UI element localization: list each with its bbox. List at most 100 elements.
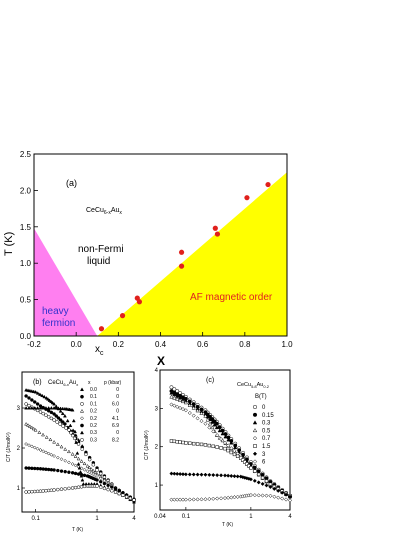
data-point bbox=[222, 496, 228, 501]
data-point bbox=[260, 476, 265, 480]
data-point bbox=[79, 485, 84, 489]
data-point bbox=[42, 394, 47, 399]
data-point bbox=[264, 493, 269, 498]
legend-b-value: 1.5 bbox=[262, 444, 271, 450]
data-point bbox=[110, 489, 114, 493]
data-point bbox=[62, 413, 67, 418]
data-point bbox=[180, 399, 186, 404]
data-point bbox=[46, 451, 51, 456]
data-point bbox=[199, 497, 204, 502]
x-tick-label: 0.1 bbox=[31, 516, 40, 522]
phase-point bbox=[98, 326, 105, 332]
data-point bbox=[68, 423, 73, 428]
data-point bbox=[214, 425, 220, 430]
panel-b-frame bbox=[21, 371, 135, 513]
panel-a-x-ticks: -0.2 0.0 0.2 0.4 0.6 0.8 1.0 bbox=[27, 332, 293, 349]
data-point bbox=[70, 451, 75, 456]
data-point bbox=[38, 448, 43, 452]
data-point bbox=[44, 435, 49, 439]
panel-c-legend: 0 0.15 0.30.5 0.7 1.5 3 6 bbox=[252, 404, 274, 466]
phase-point bbox=[119, 313, 126, 319]
data-point bbox=[188, 441, 192, 445]
data-point bbox=[207, 443, 212, 448]
data-point bbox=[207, 496, 212, 502]
data-point bbox=[106, 483, 110, 488]
data-point bbox=[260, 493, 265, 498]
data-point bbox=[280, 490, 285, 495]
y-tick-label: 4 bbox=[155, 368, 159, 374]
data-point bbox=[24, 442, 28, 446]
phase-point bbox=[244, 195, 250, 201]
data-point bbox=[56, 406, 61, 410]
data-point bbox=[40, 393, 45, 398]
data-point bbox=[248, 477, 253, 482]
panel-a-y-ticks: 0.0 0.5 1.0 1.5 2.0 2.5 bbox=[20, 150, 38, 341]
data-point bbox=[256, 493, 261, 498]
y-tick-label: 3 bbox=[155, 406, 159, 412]
data-point bbox=[59, 469, 64, 473]
legend-x-value: 0.0 bbox=[90, 387, 97, 393]
data-point bbox=[172, 471, 177, 476]
data-point bbox=[211, 444, 215, 449]
panel-c-x-label: T (K) bbox=[222, 522, 233, 528]
data-point bbox=[33, 427, 38, 432]
data-point bbox=[248, 492, 253, 498]
data-point bbox=[52, 401, 57, 406]
data-point bbox=[235, 494, 240, 499]
data-point bbox=[226, 495, 231, 500]
data-point bbox=[30, 489, 34, 494]
data-point bbox=[220, 431, 225, 436]
data-point bbox=[55, 442, 60, 446]
data-point bbox=[203, 472, 208, 477]
data-point bbox=[226, 448, 230, 453]
data-point bbox=[52, 412, 56, 416]
data-point bbox=[187, 497, 192, 502]
data-point bbox=[183, 400, 188, 405]
data-point bbox=[59, 487, 64, 491]
data-point bbox=[252, 420, 258, 425]
data-point bbox=[252, 478, 257, 483]
data-point bbox=[172, 395, 177, 400]
data-point bbox=[175, 404, 180, 409]
data-point bbox=[232, 448, 237, 453]
data-point bbox=[175, 396, 180, 401]
data-point bbox=[226, 437, 231, 442]
data-point bbox=[47, 398, 52, 402]
data-point bbox=[38, 405, 43, 410]
data-point bbox=[172, 403, 177, 408]
data-point bbox=[41, 405, 46, 410]
panel-a: -0.2 0.0 0.2 0.4 0.6 0.8 1.0 0.00.51.01.52.02.… bbox=[3, 150, 293, 368]
data-point bbox=[215, 445, 219, 449]
phase-point bbox=[214, 231, 221, 237]
data-point bbox=[76, 461, 81, 466]
y-tick-label: 2 bbox=[155, 445, 159, 451]
data-point bbox=[113, 487, 118, 491]
data-point bbox=[38, 392, 42, 396]
data-point bbox=[222, 440, 228, 445]
data-point bbox=[117, 491, 121, 496]
data-point bbox=[252, 451, 258, 456]
y-tick-label: 2.5 bbox=[20, 150, 32, 159]
data-point bbox=[252, 493, 257, 498]
x-tick-label: 0.04 bbox=[154, 514, 166, 520]
legend-x-value: 0.3 bbox=[90, 430, 97, 436]
x-tick-label: 0.1 bbox=[182, 514, 191, 520]
data-point bbox=[223, 446, 227, 451]
data-point bbox=[71, 428, 76, 432]
panel-b-label: (b) bbox=[33, 379, 42, 386]
data-point bbox=[80, 394, 84, 399]
data-point bbox=[175, 471, 180, 476]
data-point bbox=[59, 444, 64, 449]
data-point bbox=[24, 421, 29, 426]
series-B-3 bbox=[169, 471, 293, 499]
data-point bbox=[128, 496, 133, 501]
y-tick-label: 0.5 bbox=[20, 296, 32, 305]
data-point bbox=[35, 466, 40, 471]
legend-b-value: 0.5 bbox=[262, 428, 271, 434]
data-point bbox=[79, 408, 85, 413]
data-point bbox=[260, 481, 265, 486]
panel-b-x-label: T (K) bbox=[72, 527, 83, 533]
data-point bbox=[229, 440, 234, 445]
data-point bbox=[66, 449, 71, 454]
